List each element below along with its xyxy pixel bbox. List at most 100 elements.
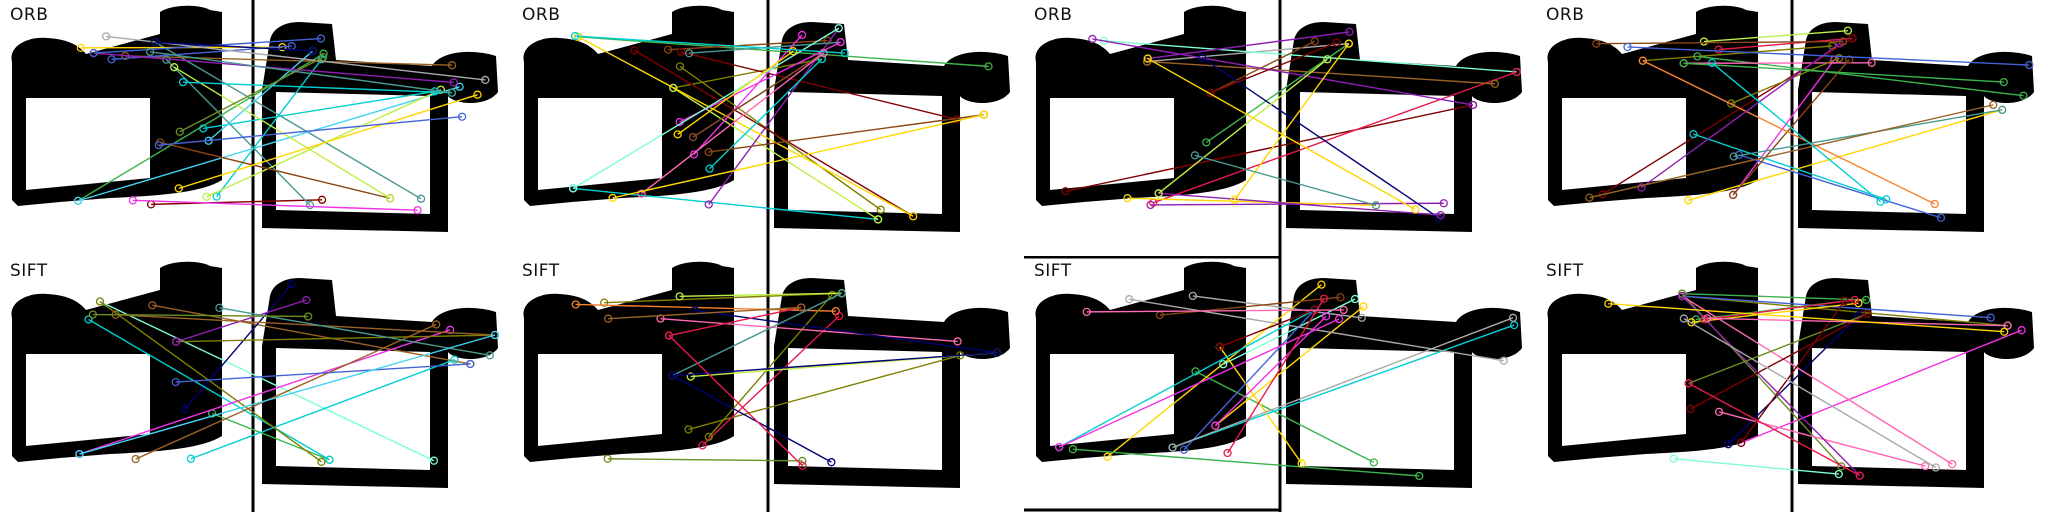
keypoint-a bbox=[151, 38, 160, 47]
match-line bbox=[1143, 54, 1420, 214]
keypoint-b bbox=[1834, 469, 1843, 479]
keypoint-b bbox=[318, 53, 328, 62]
keypoint-b bbox=[1845, 55, 1854, 64]
keypoint-b bbox=[445, 325, 455, 334]
match-line bbox=[1700, 295, 1859, 324]
keypoint-a bbox=[1054, 442, 1064, 452]
match-line bbox=[689, 30, 807, 159]
keypoint-b bbox=[1411, 205, 1420, 214]
keypoint-a bbox=[178, 78, 188, 87]
keypoint-a bbox=[673, 130, 682, 139]
shape-image-b bbox=[1798, 22, 2034, 232]
keypoint-b bbox=[490, 330, 500, 340]
keypoint-a bbox=[1728, 190, 1738, 200]
keypoint-b bbox=[450, 355, 459, 364]
keypoint-b bbox=[798, 456, 807, 466]
match-line bbox=[1206, 38, 1341, 98]
keypoint-b bbox=[473, 90, 482, 99]
match-line bbox=[95, 297, 326, 466]
keypoint-b bbox=[1508, 313, 1518, 322]
keypoint-b bbox=[876, 205, 885, 214]
match-line bbox=[1604, 299, 2009, 336]
keypoint-a bbox=[107, 55, 116, 64]
keypoint-a bbox=[663, 45, 673, 54]
keypoint-b bbox=[317, 457, 326, 466]
match-line bbox=[1623, 42, 2034, 70]
keypoint-b bbox=[909, 212, 918, 221]
keypoint-a bbox=[1714, 45, 1723, 54]
keypoint-a bbox=[600, 298, 609, 307]
keypoint-b bbox=[1359, 302, 1368, 311]
keypoint-a bbox=[1637, 183, 1646, 192]
match-line bbox=[1168, 313, 1518, 452]
keypoint-a bbox=[171, 377, 180, 387]
keypoint-b bbox=[1436, 210, 1445, 220]
keypoint-b bbox=[287, 280, 296, 289]
keypoint-a bbox=[1726, 99, 1736, 108]
keypoint-a bbox=[1179, 445, 1189, 454]
keypoint-b bbox=[1876, 197, 1885, 206]
keypoint-b bbox=[457, 112, 467, 121]
keypoint-a bbox=[675, 292, 684, 301]
shape-image-a bbox=[1547, 5, 1758, 206]
keypoint-a bbox=[1230, 195, 1239, 205]
keypoint-a bbox=[89, 48, 98, 58]
match-line bbox=[1737, 296, 1849, 447]
keypoint-a bbox=[1223, 448, 1232, 458]
match-panel: ORB bbox=[0, 0, 512, 256]
match-panel: ORB bbox=[1024, 0, 1536, 256]
keypoint-a bbox=[1703, 314, 1712, 323]
keypoint-b bbox=[1317, 280, 1326, 289]
keypoint-b bbox=[1848, 34, 1857, 43]
method-label: SIFT bbox=[522, 261, 560, 281]
keypoint-a bbox=[1679, 59, 1688, 68]
keypoint-a bbox=[1188, 291, 1198, 301]
keypoint-b bbox=[304, 312, 313, 321]
keypoint-b bbox=[1336, 293, 1345, 302]
keypoint-a bbox=[1125, 295, 1134, 304]
keypoint-a bbox=[689, 150, 699, 159]
keypoint-a bbox=[698, 441, 707, 450]
match-line bbox=[1679, 59, 2008, 87]
keypoint-b bbox=[2000, 327, 2009, 336]
keypoint-b bbox=[836, 37, 845, 47]
match-panel: SIFT bbox=[512, 256, 1024, 512]
match-line bbox=[1707, 58, 1885, 206]
keypoint-a bbox=[568, 184, 578, 193]
match-panel: SIFT bbox=[0, 256, 512, 512]
match-line bbox=[1638, 56, 1939, 209]
keypoint-b bbox=[797, 303, 806, 312]
match-line bbox=[669, 83, 883, 224]
match-line bbox=[1190, 151, 1381, 210]
keypoint-a bbox=[1729, 152, 1738, 161]
keypoint-a bbox=[1061, 187, 1070, 196]
keypoint-a bbox=[186, 454, 196, 463]
match-line bbox=[1143, 57, 1500, 89]
keypoint-a bbox=[174, 184, 183, 193]
keypoint-b bbox=[1850, 295, 1859, 305]
match-panel: ORB bbox=[1536, 0, 2048, 256]
match-visualization bbox=[1547, 0, 2034, 256]
shape-image-a bbox=[11, 5, 222, 206]
keypoint-b bbox=[449, 78, 458, 87]
keypoint-a bbox=[1190, 151, 1200, 160]
shape-image-b bbox=[774, 22, 1010, 232]
match-line bbox=[1211, 312, 1331, 430]
keypoint-a bbox=[1693, 52, 1702, 61]
keypoint-a bbox=[180, 404, 189, 414]
keypoint-a bbox=[212, 192, 221, 201]
keypoint-a bbox=[154, 140, 163, 150]
match-line bbox=[128, 196, 422, 215]
match-line bbox=[84, 315, 334, 464]
keypoint-b bbox=[1334, 314, 1344, 324]
keypoint-b bbox=[837, 289, 846, 298]
keypoint-b bbox=[1931, 463, 1940, 472]
keypoint-a bbox=[95, 297, 105, 306]
match-line bbox=[88, 310, 313, 321]
match-line bbox=[162, 55, 315, 210]
keypoint-b bbox=[873, 215, 883, 224]
match-line bbox=[1082, 305, 1348, 317]
keypoint-a bbox=[171, 337, 181, 346]
shape-image-a bbox=[11, 261, 222, 462]
shape-image-b bbox=[1286, 22, 1522, 232]
